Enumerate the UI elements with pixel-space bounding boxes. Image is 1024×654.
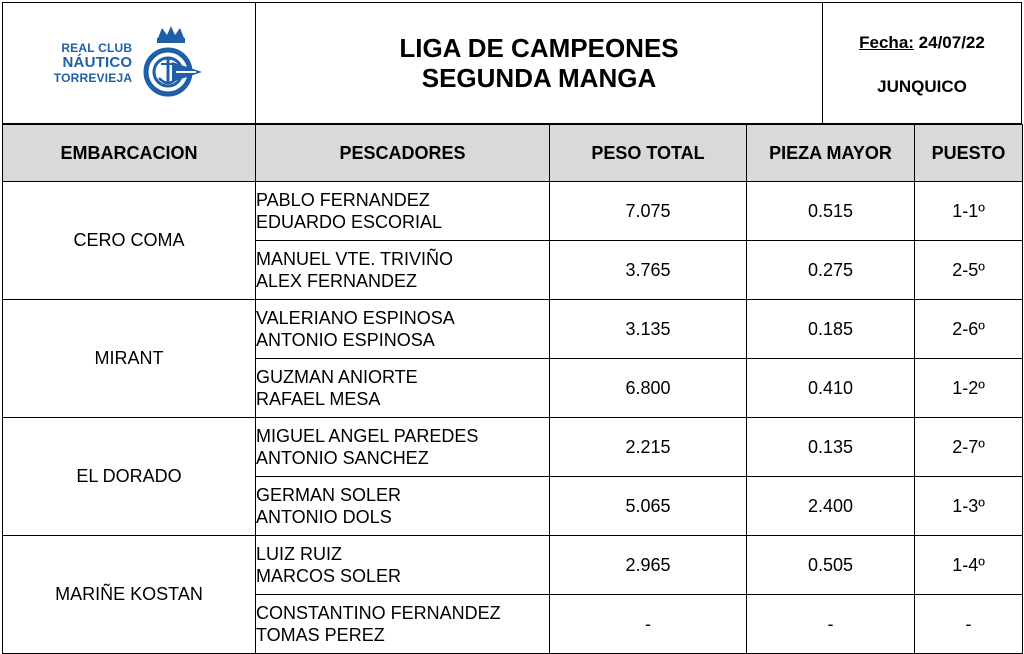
fishers-cell: GUZMAN ANIORTE RAFAEL MESA — [255, 358, 550, 418]
fishers-cell: GERMAN SOLER ANTONIO DOLS — [255, 476, 550, 536]
total-weight: 6.800 — [549, 358, 747, 418]
total-weight: - — [549, 594, 747, 654]
fisher-name: MIGUEL ANGEL PAREDES — [256, 426, 479, 446]
fishers-cell: LUIZ RUIZ MARCOS SOLER — [255, 535, 550, 595]
venue: JUNQUICO — [877, 77, 967, 96]
logo-cell: REAL CLUB NÁUTICO TORREVIEJA — [2, 2, 255, 124]
position: 1-3º — [914, 476, 1023, 536]
biggest-piece: 0.410 — [746, 358, 915, 418]
fisher-name: TOMAS PEREZ — [256, 625, 385, 645]
header: REAL CLUB NÁUTICO TORREVIEJA — [2, 2, 1022, 124]
fishers-cell: PABLO FERNANDEZ EDUARDO ESCORIAL — [255, 181, 550, 241]
title-cell: LIGA DE CAMPEONES SEGUNDA MANGA — [255, 2, 823, 124]
date-label: Fecha: — [859, 33, 914, 52]
club-name-line2: NÁUTICO — [62, 54, 133, 71]
total-weight: 2.965 — [549, 535, 747, 595]
fisher-name: CONSTANTINO FERNANDEZ — [256, 603, 501, 623]
fisher-name: MARCOS SOLER — [256, 566, 402, 586]
boat-name: MARIÑE KOSTAN — [2, 535, 256, 654]
fisher-name: GERMAN SOLER — [256, 485, 402, 505]
fisher-name: PABLO FERNANDEZ — [256, 190, 430, 210]
position: - — [914, 594, 1023, 654]
fishers-cell: MANUEL VTE. TRIVIÑO ALEX FERNANDEZ — [255, 240, 550, 300]
col-total-weight: PESO TOTAL — [549, 124, 747, 182]
table-row: GUZMAN ANIORTE RAFAEL MESA 6.800 0.410 1-… — [3, 358, 1023, 418]
fisher-name: RAFAEL MESA — [256, 389, 381, 409]
col-fishers: PESCADORES — [255, 124, 550, 182]
biggest-piece: 0.135 — [746, 417, 915, 477]
position: 1-4º — [914, 535, 1023, 595]
club-logo: REAL CLUB NÁUTICO TORREVIEJA — [54, 24, 204, 102]
total-weight: 3.765 — [549, 240, 747, 300]
total-weight: 2.215 — [549, 417, 747, 477]
fishers-cell: CONSTANTINO FERNANDEZ TOMAS PEREZ — [255, 594, 550, 654]
boat-name: EL DORADO — [2, 417, 256, 536]
total-weight: 3.135 — [549, 299, 747, 359]
fisher-name: EDUARDO ESCORIAL — [256, 212, 443, 232]
boat-name: CERO COMA — [2, 181, 256, 300]
title-line2: SEGUNDA MANGA — [421, 63, 657, 93]
fisher-name: LUIZ RUIZ — [256, 544, 343, 564]
total-weight: 5.065 — [549, 476, 747, 536]
table-row: GERMAN SOLER ANTONIO DOLS 5.065 2.400 1-3… — [3, 476, 1023, 536]
boat-name: MIRANT — [2, 299, 256, 418]
fisher-name: ANTONIO SANCHEZ — [256, 448, 429, 468]
table-row: CERO COMA PABLO FERNANDEZ EDUARDO ESCORIA… — [2, 181, 1023, 300]
fisher-name: VALERIANO ESPINOSA — [256, 308, 455, 328]
biggest-piece: 0.505 — [746, 535, 915, 595]
biggest-piece: - — [746, 594, 915, 654]
col-boat: EMBARCACION — [2, 124, 256, 182]
position: 2-5º — [914, 240, 1023, 300]
total-weight: 7.075 — [549, 181, 747, 241]
title-line1: LIGA DE CAMPEONES — [399, 33, 679, 63]
club-name: REAL CLUB NÁUTICO TORREVIEJA — [54, 41, 132, 85]
fishers-cell: MIGUEL ANGEL PAREDES ANTONIO SANCHEZ — [255, 417, 550, 477]
club-emblem-icon — [143, 26, 203, 97]
table-row: MIRANT VALERIANO ESPINOSA ANTONIO ESPINOS… — [2, 299, 1023, 418]
header-row: EMBARCACION PESCADORES PESO TOTAL PIEZA … — [2, 124, 1023, 182]
date-row: Fecha: 24/07/22 — [859, 33, 985, 53]
table-row: EL DORADO MIGUEL ANGEL PAREDES ANTONIO SA… — [2, 417, 1023, 536]
fisher-name: MANUEL VTE. TRIVIÑO — [256, 249, 454, 269]
fishers-cell: VALERIANO ESPINOSA ANTONIO ESPINOSA — [255, 299, 550, 359]
fisher-name: ANTONIO ESPINOSA — [256, 330, 435, 350]
position: 2-6º — [914, 299, 1023, 359]
biggest-piece: 2.400 — [746, 476, 915, 536]
col-biggest-piece: PIEZA MAYOR — [746, 124, 915, 182]
biggest-piece: 0.275 — [746, 240, 915, 300]
club-name-line1: REAL CLUB — [61, 41, 133, 55]
biggest-piece: 0.515 — [746, 181, 915, 241]
results-table: EMBARCACION PESCADORES PESO TOTAL PIEZA … — [2, 124, 1023, 654]
fisher-name: ALEX FERNANDEZ — [256, 271, 418, 291]
biggest-piece: 0.185 — [746, 299, 915, 359]
table-row: MANUEL VTE. TRIVIÑO ALEX FERNANDEZ 3.765 … — [3, 240, 1023, 300]
meta-cell: Fecha: 24/07/22 JUNQUICO — [823, 2, 1022, 124]
date-value: 24/07/22 — [918, 33, 985, 52]
fisher-name: GUZMAN ANIORTE — [256, 367, 418, 387]
col-position: PUESTO — [914, 124, 1023, 182]
fisher-name: ANTONIO DOLS — [256, 507, 392, 527]
position: 1-1º — [914, 181, 1023, 241]
club-name-line3: TORREVIEJA — [53, 71, 133, 85]
table-row: MARIÑE KOSTAN LUIZ RUIZ MARCOS SOLER 2.96… — [2, 535, 1023, 654]
position: 1-2º — [914, 358, 1023, 418]
position: 2-7º — [914, 417, 1023, 477]
